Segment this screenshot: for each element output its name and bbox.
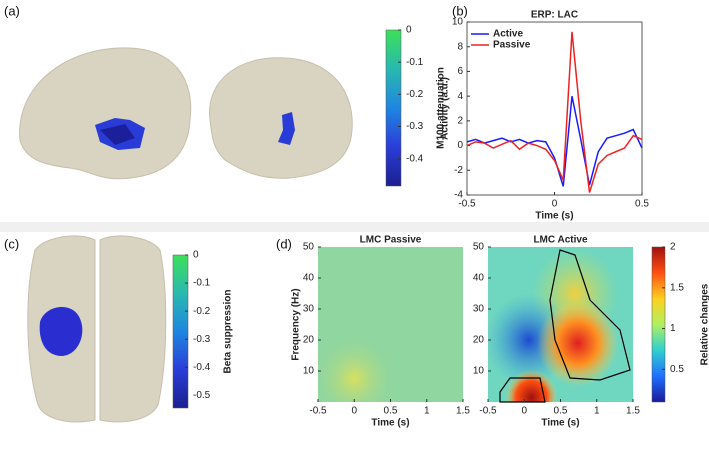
y-axis-label: Activity (a.u.) xyxy=(440,77,451,140)
x-tick-label: 0.5 xyxy=(384,406,398,417)
tick-label: -0.2 xyxy=(193,306,211,317)
colorbar xyxy=(651,246,666,403)
tick-label: -0.4 xyxy=(406,153,424,164)
colorbar-label: Beta suppression xyxy=(223,290,234,374)
series-line xyxy=(466,31,643,193)
series-line xyxy=(466,95,643,187)
x-axis-label: Time (s) xyxy=(535,211,573,222)
x-tick-label: -0.5 xyxy=(309,406,327,417)
brain-right xyxy=(209,57,353,179)
y-tick-label: 40 xyxy=(303,273,315,284)
y-tick-label: 20 xyxy=(303,335,315,346)
brain-top xyxy=(27,235,167,423)
tick-label: -0.3 xyxy=(193,334,211,345)
colorbar xyxy=(172,254,189,409)
chart-title: LMC Passive xyxy=(360,235,422,246)
x-tick-label: 1 xyxy=(594,406,600,417)
tick-label: -0.1 xyxy=(193,278,211,289)
panel-divider xyxy=(0,222,709,232)
y-tick-label: 6 xyxy=(457,66,463,77)
x-tick-label: 0 xyxy=(552,199,558,210)
y-tick-label: 30 xyxy=(473,304,485,315)
brain-left xyxy=(19,47,192,180)
panel-label: (d) xyxy=(276,236,292,251)
x-tick-label: 0.5 xyxy=(554,406,568,417)
panel-label: (a) xyxy=(4,3,20,18)
heatmap-image xyxy=(318,247,463,402)
y-tick-label: -2 xyxy=(454,165,463,176)
legend-label: Passive xyxy=(493,40,531,51)
tick-label: -0.2 xyxy=(406,89,424,100)
x-tick-label: 1.5 xyxy=(626,406,640,417)
heatmap-image xyxy=(488,247,633,403)
x-tick-label: -0.5 xyxy=(479,406,497,417)
y-tick-label: 50 xyxy=(473,242,485,253)
tick-label: -0.5 xyxy=(193,390,211,401)
x-tick-label: 1 xyxy=(424,406,430,417)
tick-label: 0 xyxy=(406,25,412,36)
y-axis-label: Frequency (Hz) xyxy=(291,288,302,360)
tick-label: 1 xyxy=(670,323,676,334)
x-tick-label: 0 xyxy=(351,406,357,417)
x-tick-label: 0 xyxy=(521,406,527,417)
y-tick-label: 30 xyxy=(303,304,315,315)
x-tick-label: 1.5 xyxy=(456,406,470,417)
tick-label: 0 xyxy=(193,250,199,261)
x-tick-label: 0.5 xyxy=(635,199,649,210)
chart-title: LMC Active xyxy=(533,235,588,246)
y-tick-label: 40 xyxy=(473,273,485,284)
x-axis-label: Time (s) xyxy=(371,418,409,429)
y-tick-label: 0 xyxy=(457,140,463,151)
y-tick-label: 2 xyxy=(457,115,463,126)
x-tick-label: -0.5 xyxy=(458,199,476,210)
tick-label: 0.5 xyxy=(670,364,684,375)
tick-label: 2 xyxy=(670,242,676,253)
colorbar-label: M100 attenuation xyxy=(436,67,447,149)
tick-label: 1.5 xyxy=(670,282,684,293)
y-tick-label: 10 xyxy=(473,366,485,377)
colorbar xyxy=(385,29,402,187)
y-tick-label: 4 xyxy=(457,91,463,102)
legend-label: Active xyxy=(493,29,523,40)
panel-label: (b) xyxy=(452,3,468,18)
y-tick-label: 8 xyxy=(457,41,463,52)
y-tick-label: 10 xyxy=(303,366,315,377)
y-tick-label: 50 xyxy=(303,242,315,253)
y-tick-label: 10 xyxy=(452,17,464,28)
tick-label: -0.3 xyxy=(406,121,424,132)
y-tick-label: 20 xyxy=(473,335,485,346)
x-axis-label: Time (s) xyxy=(541,418,579,429)
tick-label: -0.4 xyxy=(193,362,211,373)
y-tick-label: -4 xyxy=(454,190,463,201)
colorbar-label: Relative changes xyxy=(700,283,709,365)
tick-label: -0.1 xyxy=(406,57,424,68)
panel-label: (c) xyxy=(4,236,19,251)
chart-title: ERP: LAC xyxy=(531,10,578,21)
